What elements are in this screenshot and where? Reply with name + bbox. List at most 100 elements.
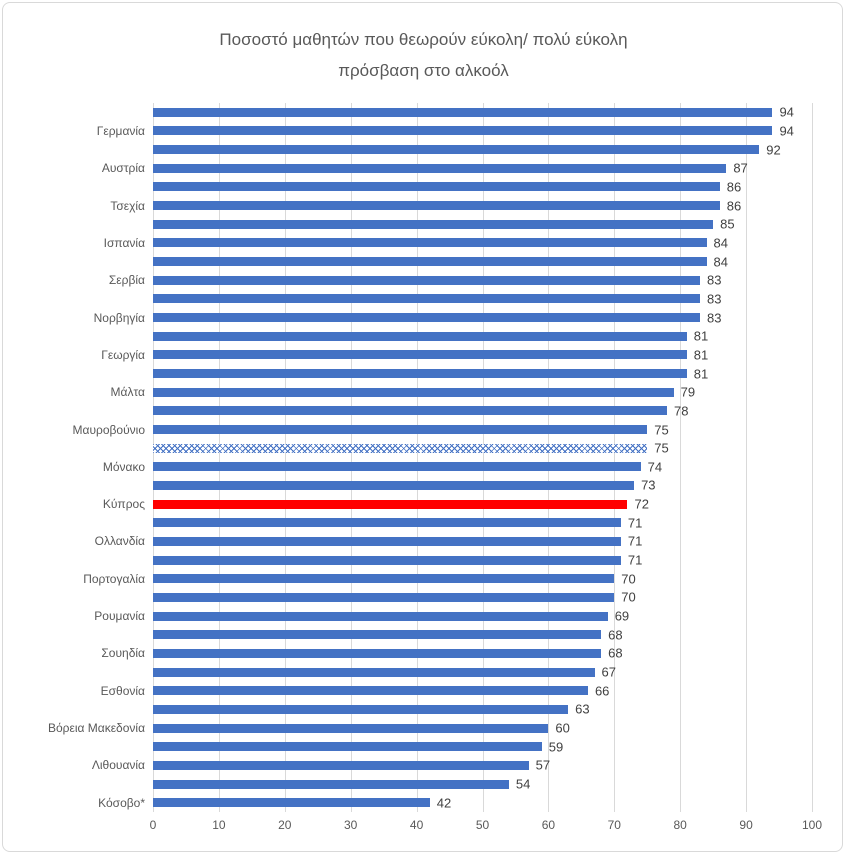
gridline xyxy=(153,103,154,812)
bar xyxy=(153,667,595,677)
category-label: Ολλανδία xyxy=(94,534,145,549)
bar xyxy=(153,742,542,752)
gridline xyxy=(548,103,550,812)
category-label: Βόρεια Μακεδονία xyxy=(47,721,145,736)
bar-value-label: 79 xyxy=(680,384,696,400)
bar-value-label: 83 xyxy=(706,272,722,288)
bar xyxy=(153,723,549,733)
bar-value-label: 66 xyxy=(594,683,610,699)
bar-value-label: 60 xyxy=(555,720,570,736)
x-axis-tick-label: 30 xyxy=(344,818,358,832)
bar xyxy=(153,798,430,808)
bar xyxy=(153,126,773,136)
bar xyxy=(153,611,608,621)
category-label: Κύπρος xyxy=(102,497,145,512)
bar-value-label: 57 xyxy=(535,757,551,773)
category-label: Ισπανία xyxy=(103,235,145,250)
bar-value-label: 81 xyxy=(693,347,709,363)
bar-value-label: 73 xyxy=(641,477,656,493)
bar-value-label: 81 xyxy=(693,366,709,382)
chart-title: Ποσοστό μαθητών που θεωρούν εύκολη/ πολύ… xyxy=(0,24,847,86)
bar xyxy=(153,779,509,789)
bar-value-label: 42 xyxy=(436,795,452,811)
bar-value-label: 68 xyxy=(608,645,623,661)
gridline xyxy=(812,103,813,812)
bar-value-label: 63 xyxy=(575,701,590,717)
bar-value-label: 59 xyxy=(548,739,564,755)
bar-value-label: 54 xyxy=(515,776,531,792)
category-label: Εσθονία xyxy=(100,683,145,698)
category-label: Μαυροβούνιο xyxy=(72,422,145,437)
bar xyxy=(153,182,720,192)
category-label: Αυστρία xyxy=(101,161,145,176)
category-label: Γεωργία xyxy=(101,347,145,362)
gridline xyxy=(218,103,220,812)
x-axis-tick-label: 60 xyxy=(541,818,556,832)
x-axis-tick-label: 50 xyxy=(475,818,490,832)
x-axis-tick-label: 70 xyxy=(607,818,621,832)
bar xyxy=(153,462,641,472)
bar-value-label: 71 xyxy=(627,552,643,568)
bar xyxy=(153,686,588,696)
bar-value-label: 84 xyxy=(713,254,729,270)
bar xyxy=(153,592,615,602)
category-label: Κόσοβο* xyxy=(98,795,145,810)
bar-value-label: 75 xyxy=(654,440,669,456)
chart-title-line2: πρόσβαση στο αλκοόλ xyxy=(338,61,509,80)
bar-value-label: 78 xyxy=(674,403,689,419)
plot-area: 94 94 92 87 86 86 85 84 84 83 83 83 81 81 81 79 78 75 75 74… xyxy=(153,103,813,812)
bar-value-label: 83 xyxy=(706,310,722,326)
bar xyxy=(153,630,602,640)
bar xyxy=(153,425,648,434)
category-label: Σερβία xyxy=(108,273,145,288)
bar-value-label: 74 xyxy=(647,459,663,475)
bar xyxy=(153,238,707,248)
bar-value-label: 71 xyxy=(627,515,643,531)
x-axis-tick-label: 100 xyxy=(801,818,823,832)
bar-value-label: 86 xyxy=(726,179,742,195)
bar xyxy=(153,369,687,379)
bar-value-label: 71 xyxy=(627,533,643,549)
bar-pattern xyxy=(153,443,648,453)
category-label: Μάλτα xyxy=(110,385,145,400)
gridline xyxy=(680,103,682,812)
bar xyxy=(153,648,602,658)
category-label: Λιθουανία xyxy=(91,758,145,773)
bar xyxy=(153,313,700,323)
category-label: Σουηδία xyxy=(101,646,145,661)
bar xyxy=(153,350,687,360)
x-axis-tick-label: 80 xyxy=(673,818,687,832)
bar-value-label: 81 xyxy=(693,328,709,344)
x-axis-tick-label: 0 xyxy=(149,818,157,832)
bar-value-label: 69 xyxy=(614,608,630,624)
bar-value-label: 70 xyxy=(621,589,636,605)
bar-value-label: 70 xyxy=(621,571,636,587)
bar-value-label: 72 xyxy=(634,496,649,512)
bar-value-label: 83 xyxy=(706,291,722,307)
gridline xyxy=(746,103,748,812)
bar xyxy=(153,331,687,341)
bar xyxy=(153,219,714,229)
bar xyxy=(153,574,615,584)
category-label: Πορτογαλία xyxy=(83,571,145,586)
bar xyxy=(153,145,760,155)
bar-value-label: 92 xyxy=(766,142,781,158)
bar xyxy=(153,480,635,490)
x-axis-tick-label: 40 xyxy=(409,818,424,832)
bar-value-label: 85 xyxy=(720,216,735,232)
x-axis: 0 10 20 30 40 50 60 70 80 90 100 xyxy=(149,818,822,838)
gridline xyxy=(416,103,418,812)
bar xyxy=(153,275,700,285)
bar xyxy=(153,704,569,714)
gridline xyxy=(614,103,616,812)
bar xyxy=(153,387,674,397)
bar-value-label: 68 xyxy=(608,627,623,643)
bar xyxy=(153,760,529,770)
bar xyxy=(153,257,707,267)
x-axis-tick-label: 90 xyxy=(739,818,753,832)
category-label: Μόνακο xyxy=(102,459,145,474)
bar xyxy=(153,163,727,173)
x-axis-tick-label: 20 xyxy=(278,818,292,832)
bar xyxy=(153,518,621,528)
